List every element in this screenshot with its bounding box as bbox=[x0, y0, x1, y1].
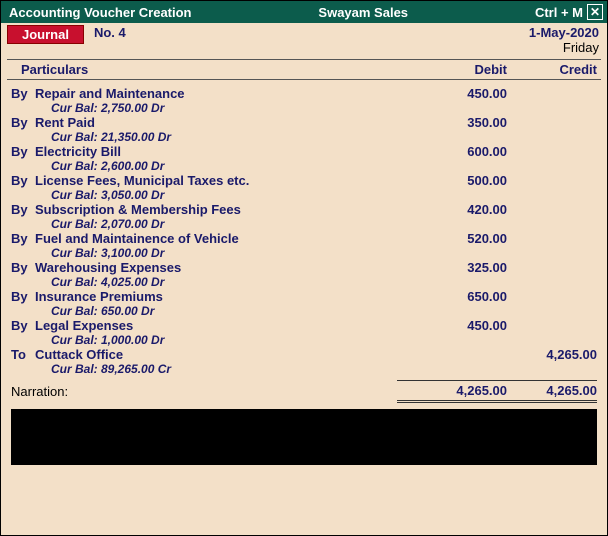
entry-particular[interactable]: Fuel and Maintainence of Vehicle bbox=[35, 231, 397, 246]
ledger-entry[interactable]: ByRent Paid350.00Cur Bal: 21,350.00 Dr bbox=[11, 115, 597, 144]
entry-curbal: Cur Bal: 650.00 Dr bbox=[11, 304, 597, 318]
voucher-window: Accounting Voucher Creation Swayam Sales… bbox=[0, 0, 608, 536]
voucher-header: Journal No. 4 1-May-2020 Friday bbox=[1, 23, 607, 59]
entry-curbal: Cur Bal: 1,000.00 Dr bbox=[11, 333, 597, 347]
entry-credit[interactable] bbox=[507, 115, 597, 130]
entry-curbal: Cur Bal: 2,750.00 Dr bbox=[11, 101, 597, 115]
ledger-entry[interactable]: ByElectricity Bill600.00Cur Bal: 2,600.0… bbox=[11, 144, 597, 173]
total-credit: 4,265.00 bbox=[507, 380, 597, 403]
entry-credit[interactable]: 4,265.00 bbox=[507, 347, 597, 362]
entry-credit[interactable] bbox=[507, 86, 597, 101]
entry-debit[interactable]: 420.00 bbox=[397, 202, 507, 217]
entry-debit[interactable]: 450.00 bbox=[397, 86, 507, 101]
narration-label: Narration: bbox=[11, 384, 397, 399]
entries-list: ByRepair and Maintenance450.00Cur Bal: 2… bbox=[1, 80, 607, 376]
entry-byto: By bbox=[11, 86, 35, 101]
entry-curbal: Cur Bal: 21,350.00 Dr bbox=[11, 130, 597, 144]
totals-row: Narration: 4,265.00 4,265.00 bbox=[1, 376, 607, 403]
entry-curbal: Cur Bal: 2,600.00 Dr bbox=[11, 159, 597, 173]
entry-byto: By bbox=[11, 289, 35, 304]
voucher-day: Friday bbox=[529, 40, 599, 55]
ledger-entry[interactable]: ByRepair and Maintenance450.00Cur Bal: 2… bbox=[11, 86, 597, 115]
entry-debit[interactable]: 650.00 bbox=[397, 289, 507, 304]
entry-credit[interactable] bbox=[507, 318, 597, 333]
entry-byto: By bbox=[11, 231, 35, 246]
screen-title: Accounting Voucher Creation bbox=[5, 5, 192, 20]
entry-particular[interactable]: Legal Expenses bbox=[35, 318, 397, 333]
ledger-entry[interactable]: ToCuttack Office 4,265.00Cur Bal: 89,265.… bbox=[11, 347, 597, 376]
title-bar: Accounting Voucher Creation Swayam Sales… bbox=[1, 1, 607, 23]
entry-particular[interactable]: Electricity Bill bbox=[35, 144, 397, 159]
col-credit: Credit bbox=[507, 62, 597, 77]
entry-credit[interactable] bbox=[507, 289, 597, 304]
entry-debit[interactable]: 350.00 bbox=[397, 115, 507, 130]
entry-byto: By bbox=[11, 144, 35, 159]
entry-particular[interactable]: Cuttack Office bbox=[35, 347, 397, 362]
total-debit: 4,265.00 bbox=[397, 380, 507, 403]
company-name: Swayam Sales bbox=[192, 5, 535, 20]
entry-debit[interactable]: 450.00 bbox=[397, 318, 507, 333]
narration-input[interactable] bbox=[11, 409, 597, 465]
entry-byto: By bbox=[11, 318, 35, 333]
shortcut-label: Ctrl + M bbox=[535, 5, 583, 20]
close-icon[interactable]: ✕ bbox=[587, 4, 603, 20]
entry-credit[interactable] bbox=[507, 231, 597, 246]
entry-byto: To bbox=[11, 347, 35, 362]
col-particulars: Particulars bbox=[21, 62, 397, 77]
entry-byto: By bbox=[11, 260, 35, 275]
entry-credit[interactable] bbox=[507, 173, 597, 188]
entry-particular[interactable]: Repair and Maintenance bbox=[35, 86, 397, 101]
ledger-entry[interactable]: ByLicense Fees, Municipal Taxes etc.500.… bbox=[11, 173, 597, 202]
entry-curbal: Cur Bal: 89,265.00 Cr bbox=[11, 362, 597, 376]
entry-particular[interactable]: Insurance Premiums bbox=[35, 289, 397, 304]
entry-credit[interactable] bbox=[507, 202, 597, 217]
entry-byto: By bbox=[11, 173, 35, 188]
entry-particular[interactable]: Warehousing Expenses bbox=[35, 260, 397, 275]
col-debit: Debit bbox=[397, 62, 507, 77]
ledger-entry[interactable]: ByFuel and Maintainence of Vehicle520.00… bbox=[11, 231, 597, 260]
ledger-entry[interactable]: ByInsurance Premiums650.00Cur Bal: 650.0… bbox=[11, 289, 597, 318]
entry-byto: By bbox=[11, 115, 35, 130]
entry-credit[interactable] bbox=[507, 144, 597, 159]
entry-curbal: Cur Bal: 2,070.00 Dr bbox=[11, 217, 597, 231]
entry-curbal: Cur Bal: 3,100.00 Dr bbox=[11, 246, 597, 260]
entry-credit[interactable] bbox=[507, 260, 597, 275]
entry-byto: By bbox=[11, 202, 35, 217]
entry-particular[interactable]: Rent Paid bbox=[35, 115, 397, 130]
voucher-type-badge[interactable]: Journal bbox=[7, 25, 84, 44]
column-headers: Particulars Debit Credit bbox=[1, 60, 607, 79]
ledger-entry[interactable]: BySubscription & Membership Fees420.00Cu… bbox=[11, 202, 597, 231]
entry-debit[interactable]: 520.00 bbox=[397, 231, 507, 246]
ledger-entry[interactable]: ByLegal Expenses450.00Cur Bal: 1,000.00 … bbox=[11, 318, 597, 347]
entry-particular[interactable]: License Fees, Municipal Taxes etc. bbox=[35, 173, 397, 188]
voucher-number[interactable]: No. 4 bbox=[94, 25, 126, 40]
entry-debit[interactable]: 500.00 bbox=[397, 173, 507, 188]
entry-debit[interactable] bbox=[397, 347, 507, 362]
ledger-entry[interactable]: ByWarehousing Expenses325.00Cur Bal: 4,0… bbox=[11, 260, 597, 289]
entry-debit[interactable]: 325.00 bbox=[397, 260, 507, 275]
entry-particular[interactable]: Subscription & Membership Fees bbox=[35, 202, 397, 217]
voucher-date[interactable]: 1-May-2020 bbox=[529, 25, 599, 40]
entry-curbal: Cur Bal: 3,050.00 Dr bbox=[11, 188, 597, 202]
entry-curbal: Cur Bal: 4,025.00 Dr bbox=[11, 275, 597, 289]
entry-debit[interactable]: 600.00 bbox=[397, 144, 507, 159]
